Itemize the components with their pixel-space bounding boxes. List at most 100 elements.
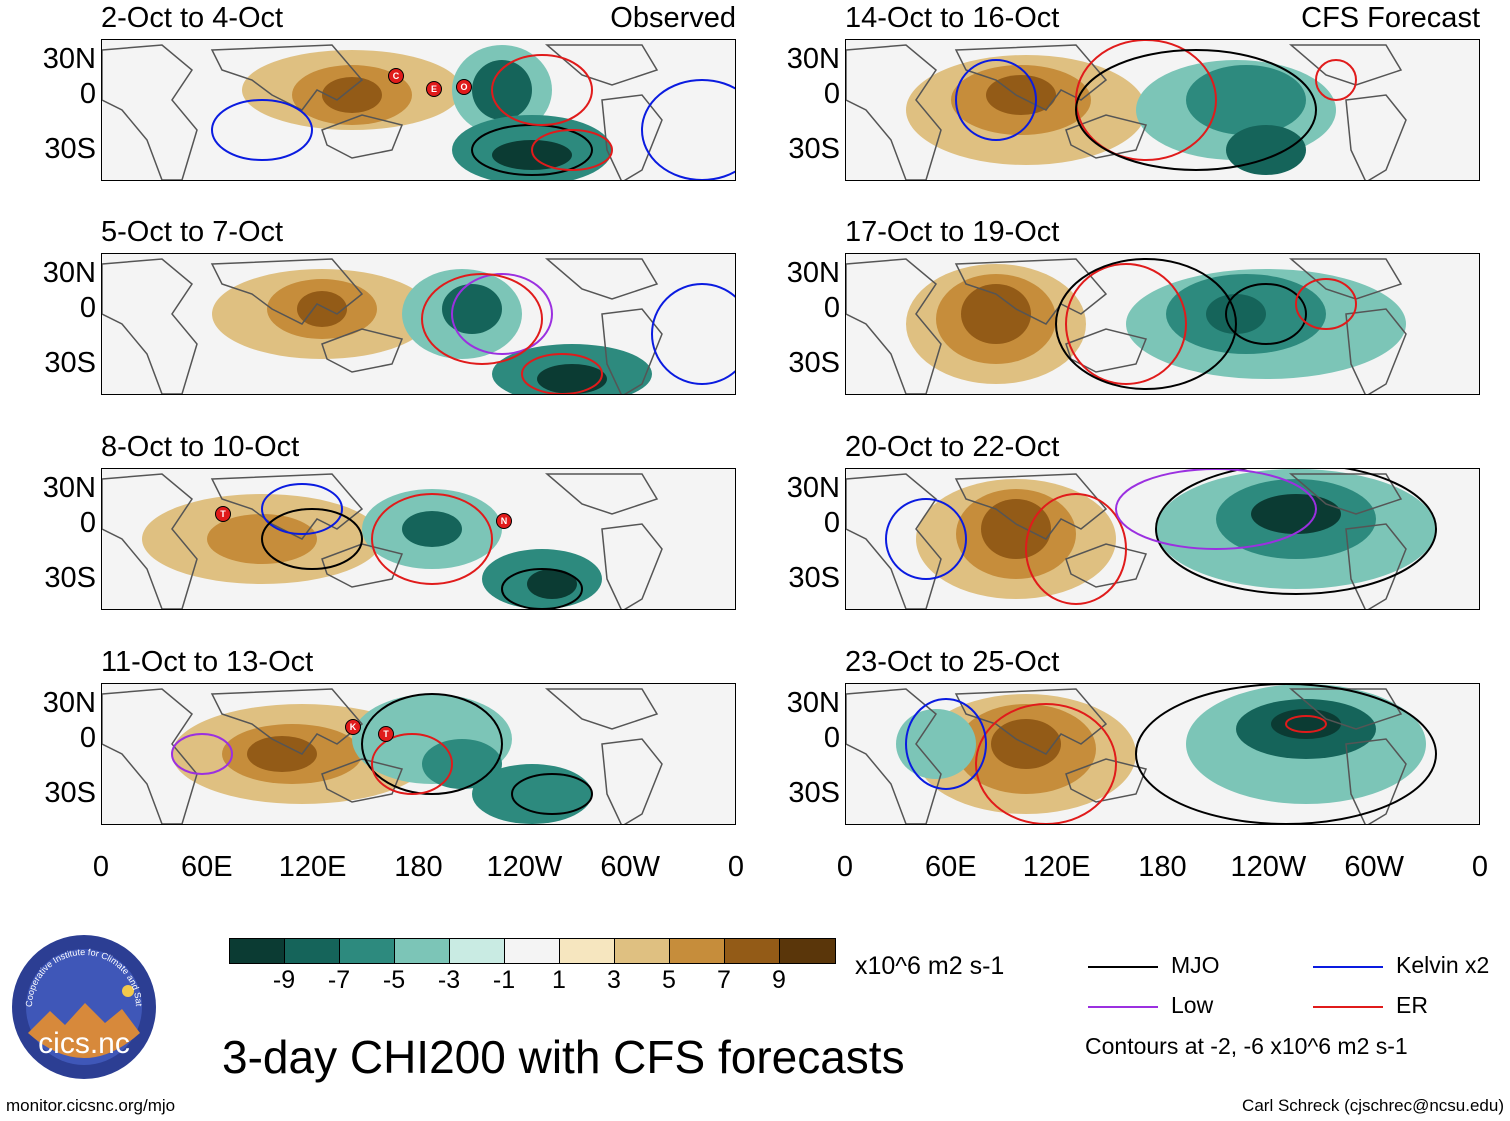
y-tick-label: 0	[79, 722, 96, 754]
colorbar-swatch	[230, 939, 285, 963]
wave-contour-2	[955, 59, 1037, 141]
coastline-1	[210, 258, 364, 325]
coastline-3	[1288, 258, 1403, 300]
x-tick-label: 180	[1138, 851, 1187, 883]
y-tick-label: 0	[79, 292, 96, 324]
wave-contour-2	[521, 353, 603, 394]
wave-contour-4	[531, 129, 613, 171]
wave-contour-0	[451, 273, 553, 355]
anomaly-region-6	[1271, 709, 1341, 739]
x-tick-label: 120W	[1230, 851, 1307, 883]
y-tick-label: 30S	[44, 133, 96, 165]
coastline-1	[954, 258, 1108, 325]
y-tick-label: 30N	[42, 687, 96, 719]
coastline-4	[601, 308, 663, 394]
colorbar-tick: 3	[607, 966, 621, 994]
anomaly-region-5	[472, 764, 592, 824]
legend-label: Kelvin x2	[1396, 952, 1490, 978]
coastline-0	[102, 688, 198, 824]
coastline-0	[102, 473, 198, 609]
legend-line-er	[1313, 1006, 1383, 1008]
coastline-2	[1065, 543, 1148, 588]
anomaly-region-2	[322, 77, 382, 113]
legend-label: Low	[1171, 992, 1214, 1018]
wave-contour-1	[371, 733, 453, 795]
wave-contour-0	[361, 693, 503, 795]
coastline-1	[954, 688, 1108, 755]
panel-title-right-1: 17-Oct to 19-Oct	[845, 216, 1060, 248]
x-tick-label: 120W	[486, 851, 563, 883]
wave-contour-0	[1075, 40, 1217, 161]
colorbar-swatch	[340, 939, 395, 963]
wave-contour-3	[641, 79, 735, 180]
legend-label: MJO	[1171, 952, 1220, 978]
coastline-1	[210, 473, 364, 540]
colorbar-tick: 7	[717, 966, 731, 994]
panel-title-right-3: 23-Oct to 25-Oct	[845, 646, 1060, 678]
anomaly-region-5	[1251, 494, 1341, 534]
colorbar-units: x10^6 m2 s-1	[855, 952, 1005, 980]
y-tick-label: 0	[79, 507, 96, 539]
anomaly-region-2	[981, 499, 1051, 559]
colorbar-tick: 1	[552, 966, 566, 994]
coastline-0	[846, 688, 942, 824]
y-tick-label: 30S	[788, 347, 840, 379]
y-tick-label: 0	[79, 78, 96, 110]
anomaly-region-3	[402, 511, 462, 547]
y-tick-label: 30N	[42, 472, 96, 504]
x-tick-label: 0	[1471, 851, 1489, 883]
y-tick-label: 30S	[44, 347, 96, 379]
y-tick-label: 30N	[786, 472, 840, 504]
colorbar-swatch	[505, 939, 560, 963]
anomaly-region-2	[961, 284, 1031, 344]
coastline-1	[210, 688, 364, 755]
coastline-3	[544, 473, 659, 515]
map-left-1	[101, 253, 736, 395]
x-tick-label: 60W	[600, 851, 660, 883]
colorbar-swatch	[450, 939, 505, 963]
anomaly-region-4	[422, 739, 502, 789]
coastline-3	[1288, 44, 1403, 86]
contours-note: Contours at -2, -6 x10^6 m2 s-1	[1085, 1033, 1408, 1059]
coastline-1	[954, 473, 1108, 540]
credit: Carl Schreck (cjschrec@ncsu.edu)	[1242, 1096, 1504, 1115]
panel-title-right-0: 14-Oct to 16-Oct	[845, 2, 1060, 34]
wave-contour-3	[1295, 278, 1357, 330]
coastline-4	[1345, 738, 1407, 824]
colorbar-tick: -7	[327, 966, 351, 994]
map-right-0	[845, 39, 1480, 181]
source-url[interactable]: monitor.cicsnc.org/mjo	[6, 1096, 176, 1115]
wave-contour-2	[1225, 283, 1307, 345]
y-tick-label: 30S	[788, 777, 840, 809]
storm-marker: T	[215, 506, 231, 522]
storm-marker: T	[378, 726, 394, 742]
coastline-0	[102, 258, 198, 394]
panel-title-right-2: 20-Oct to 22-Oct	[845, 431, 1060, 463]
wave-contour-1	[421, 273, 543, 365]
coastline-0	[846, 473, 942, 609]
coastline-4	[601, 738, 663, 824]
coastline-2	[321, 328, 404, 373]
wave-contour-2	[511, 773, 593, 815]
wave-contour-2	[905, 698, 987, 790]
wave-contour-3	[651, 283, 735, 385]
colorbar-swatch	[725, 939, 780, 963]
colorbar-swatch	[615, 939, 670, 963]
map-left-3	[101, 683, 736, 825]
coastline-0	[102, 44, 198, 180]
coastline-2	[321, 758, 404, 803]
legend-line-kelvin-x2	[1313, 966, 1383, 968]
x-tick-label: 180	[394, 851, 443, 883]
wave-contour-0	[371, 493, 493, 585]
anomaly-region-2	[297, 291, 347, 327]
wave-contour-3	[501, 568, 583, 609]
panel-title-left-2: 8-Oct to 10-Oct	[101, 431, 300, 463]
map-right-1	[845, 253, 1480, 395]
anomaly-region-2	[247, 736, 317, 772]
anomaly-region-4	[472, 60, 532, 120]
y-tick-label: 30N	[786, 43, 840, 75]
y-tick-label: 0	[823, 78, 840, 110]
y-tick-label: 30N	[786, 687, 840, 719]
coastline-0	[846, 258, 942, 394]
colorbar-swatch	[560, 939, 615, 963]
